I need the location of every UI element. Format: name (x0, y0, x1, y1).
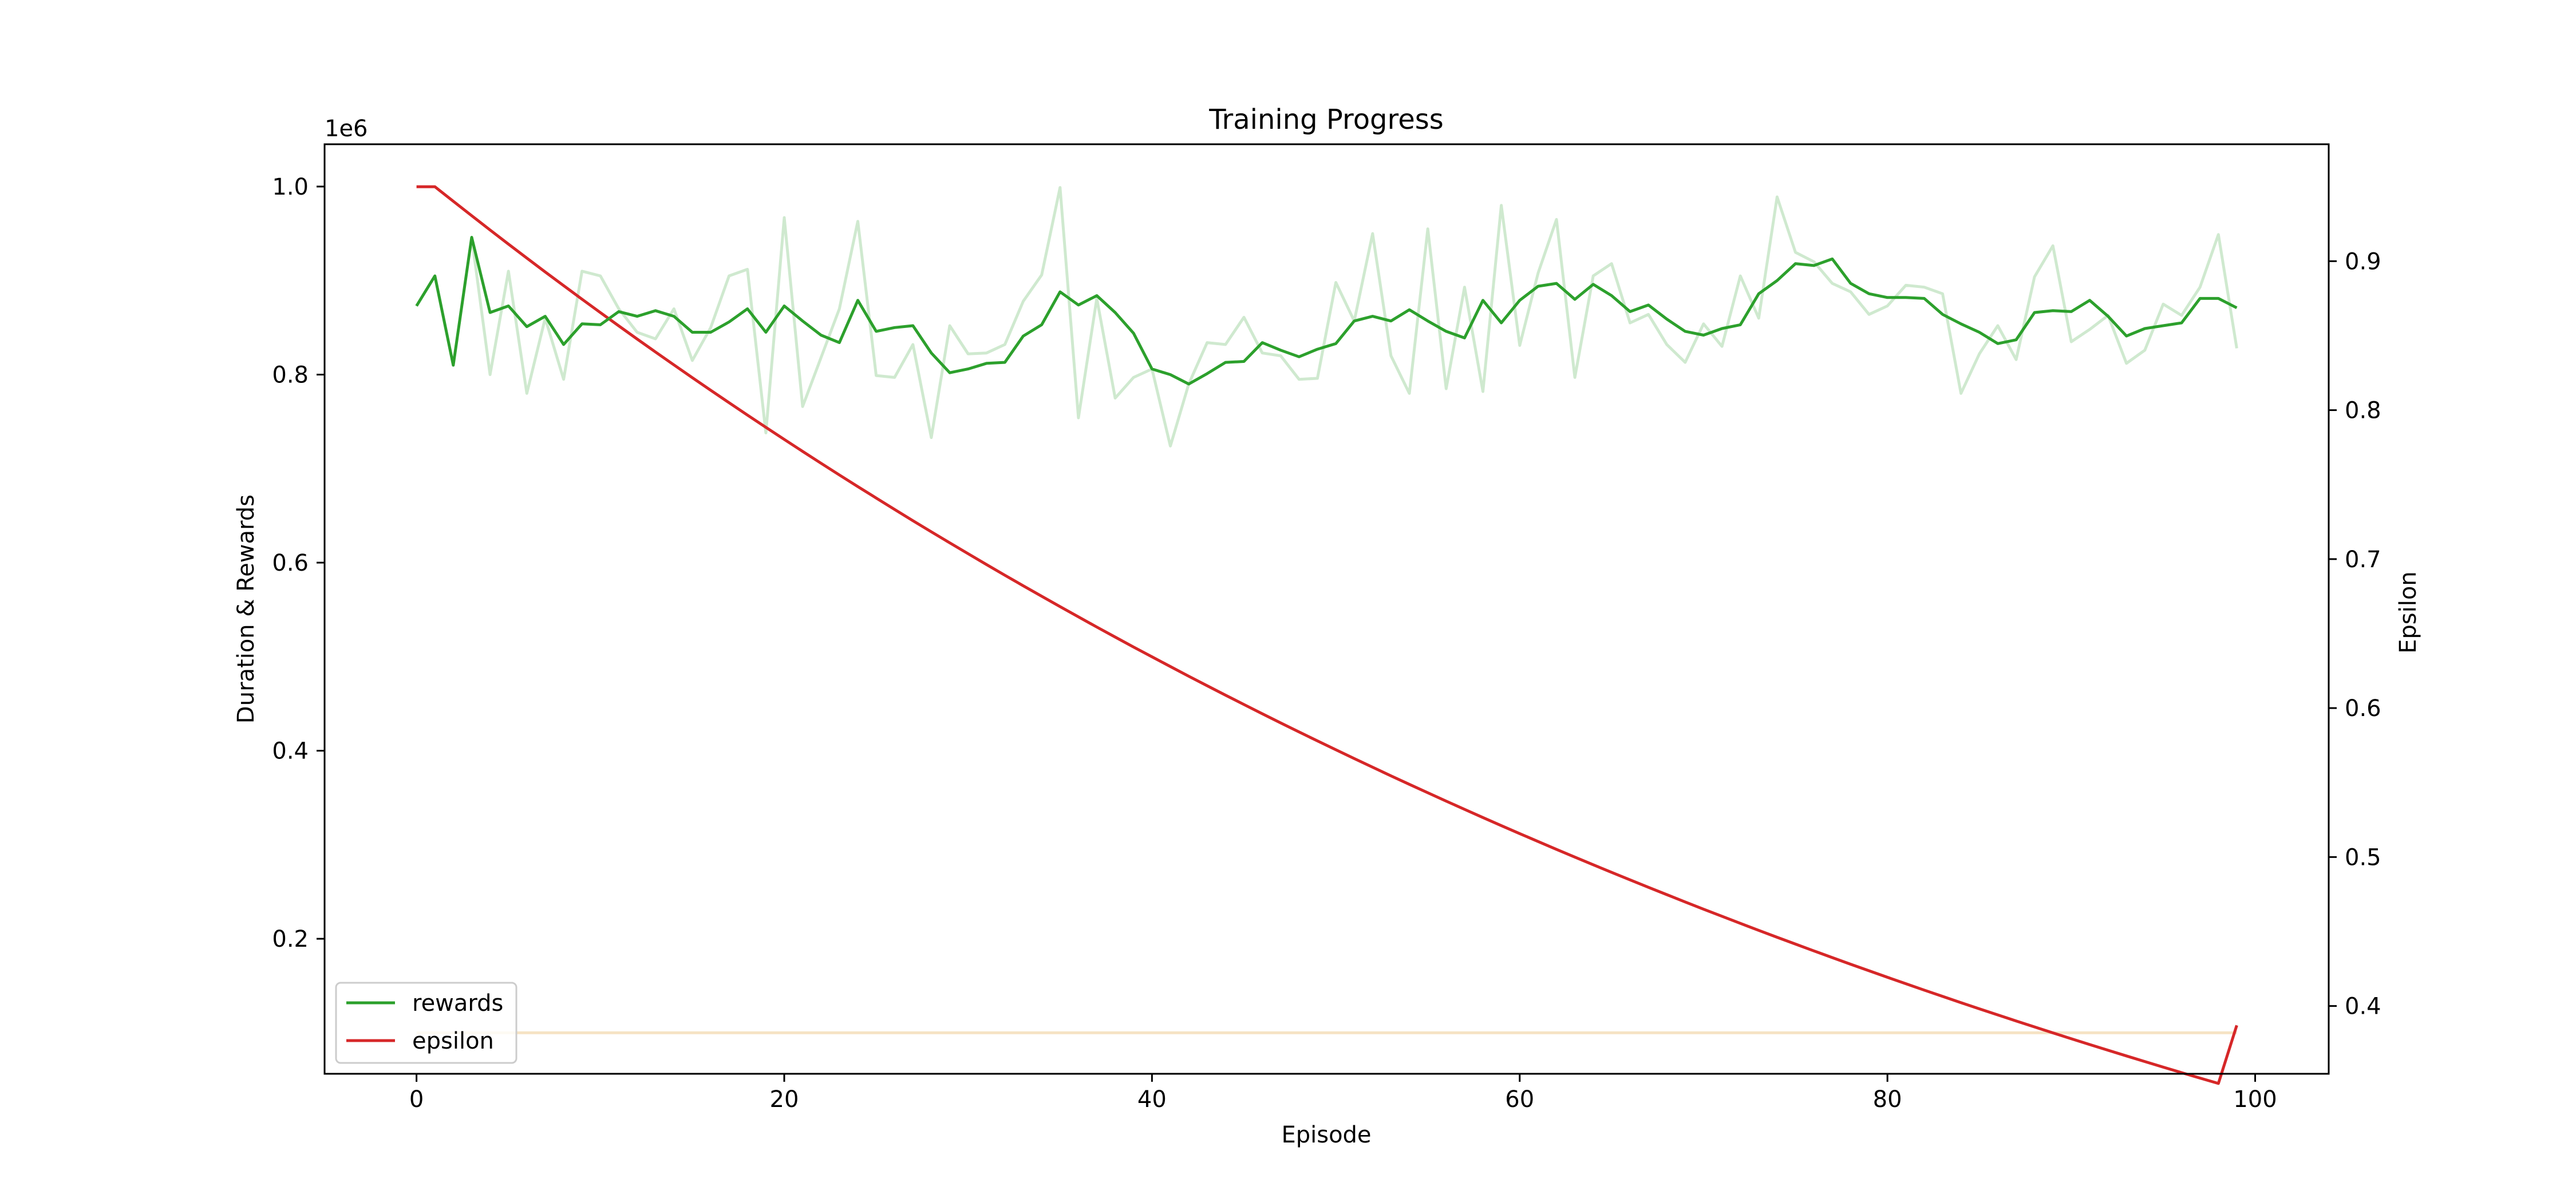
y2-tick-label: 0.7 (2345, 547, 2381, 573)
y-offset-text: 1e6 (325, 116, 368, 142)
x-tick-label: 20 (770, 1086, 799, 1113)
y2-tick-label: 0.4 (2345, 994, 2381, 1020)
ticks-layer: 0 20 40 60 80 100 0.2 0.4 0.6 0.8 1.0 0.4 0.5 0.6 0.7 0… (272, 174, 2381, 1113)
y-tick-label: 0.8 (272, 362, 309, 388)
y-tick-label: 1.0 (272, 174, 309, 200)
x-tick-label: 40 (1137, 1086, 1167, 1113)
rewards-series-line (415, 236, 2238, 386)
epsilon-series-line (416, 185, 2238, 1085)
legend-label-epsilon: epsilon (412, 1028, 494, 1054)
y2-tick-label: 0.6 (2345, 695, 2381, 722)
legend-label-rewards: rewards (412, 990, 503, 1017)
x-tick-label: 80 (1873, 1086, 1902, 1113)
legend: rewards epsilon (335, 982, 517, 1064)
plot-layer (415, 185, 2238, 1085)
y-tick-label: 0.2 (272, 926, 309, 952)
x-axis-title: Episode (1281, 1122, 1371, 1148)
y2-axis-title: Epsilon (2395, 571, 2421, 654)
y2-tick-label: 0.9 (2345, 248, 2381, 275)
x-tick-label: 100 (2233, 1086, 2277, 1113)
x-tick-label: 60 (1505, 1086, 1534, 1113)
y-tick-label: 0.6 (272, 550, 309, 576)
chart-title: Training Progress (1208, 104, 1444, 136)
y2-tick-label: 0.8 (2345, 398, 2381, 424)
y-axis-title: Duration & Rewards (233, 495, 259, 723)
x-tick-label: 0 (409, 1086, 424, 1113)
rewards-raw-series-line (415, 186, 2238, 448)
y-tick-label: 0.4 (272, 738, 309, 765)
y2-tick-label: 0.5 (2345, 844, 2381, 871)
plot-frame (323, 143, 2330, 1075)
